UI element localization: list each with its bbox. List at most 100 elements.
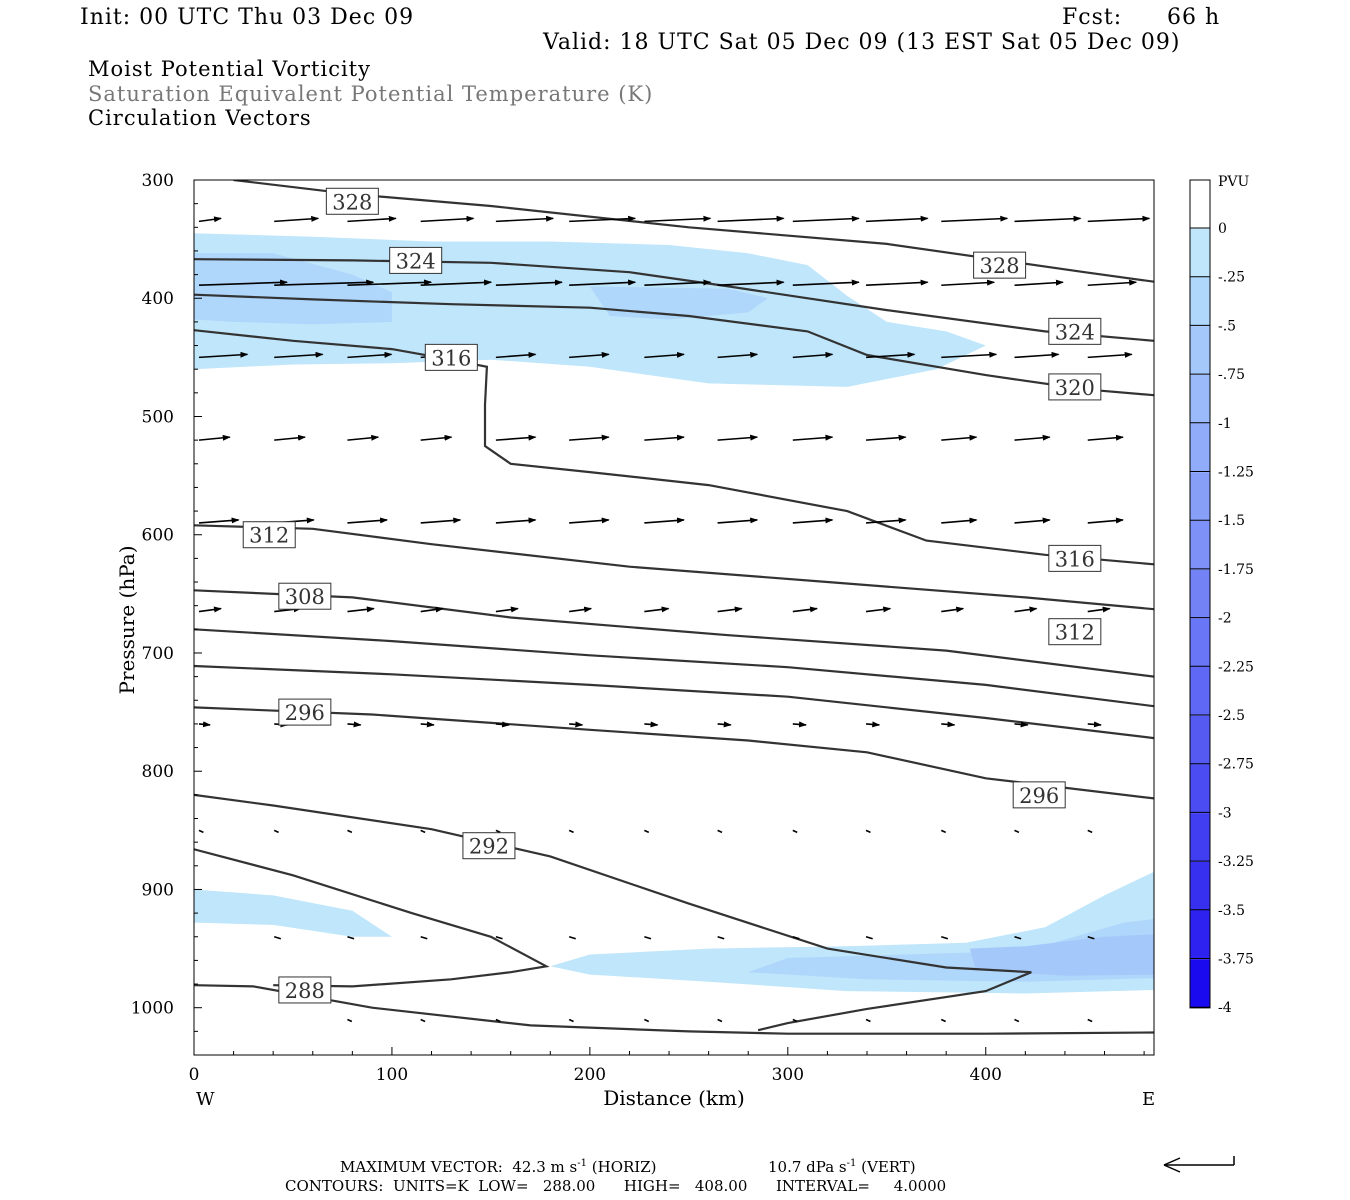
colorbar-label: -1.5 [1218, 513, 1245, 529]
colorbar-segment [1190, 764, 1210, 814]
circulation-vector [717, 434, 759, 441]
colorbar-label: -.75 [1218, 367, 1245, 383]
circulation-vector [792, 606, 819, 613]
contour-label-box [278, 582, 332, 610]
max-vector-horiz: (HORIZ) [591, 1158, 657, 1176]
colorbar-segment [1190, 618, 1210, 667]
circulation-vector [865, 829, 871, 834]
contour-label-box [973, 251, 1027, 279]
circulation-vector [941, 721, 956, 728]
circulation-vector [273, 829, 279, 834]
axis-layer: 0 100 200 300 400 300 400 500 600 700 800 900 1000 [131, 171, 1145, 1085]
circulation-vector [569, 215, 637, 223]
west-label: W [196, 1089, 215, 1110]
contour-line [194, 984, 1154, 1035]
circulation-vector [1087, 606, 1111, 613]
circulation-vector-layer [198, 215, 1151, 1023]
y-tick-label: 700 [142, 644, 174, 664]
circulation-vector [569, 517, 610, 524]
circulation-vector [274, 215, 320, 223]
circulation-vector [347, 351, 393, 359]
contour-line [194, 524, 1154, 611]
contour-label: 328 [973, 251, 1027, 279]
circulation-vector [717, 935, 725, 940]
circulation-vector [569, 351, 610, 359]
colorbar-segment [1190, 569, 1210, 619]
contour-label-box [1048, 373, 1102, 401]
field-title-mpv: Moist Potential Vorticity [88, 57, 371, 81]
circulation-vector [495, 935, 503, 940]
circulation-vector [198, 434, 231, 441]
circulation-vector [568, 829, 574, 834]
circulation-vector [717, 721, 732, 728]
contour-label-text: 316 [431, 346, 471, 370]
circulation-vector [420, 279, 493, 287]
contour-line [194, 293, 1154, 397]
contour-label-text: 312 [1055, 621, 1095, 645]
circulation-vector [792, 517, 834, 524]
circulation-vector [198, 351, 249, 359]
colorbar-segment [1190, 326, 1210, 375]
circulation-vector [198, 216, 222, 223]
circulation-vector [1087, 517, 1124, 524]
colorbar-label: -3.25 [1218, 854, 1254, 870]
circulation-vector [347, 1018, 353, 1023]
contour-label-text: 328 [980, 254, 1020, 278]
circulation-vector [941, 434, 978, 441]
contour-label-text: 292 [469, 835, 509, 859]
contour-label-box [325, 187, 379, 215]
colorbar-label: -1.75 [1218, 562, 1254, 578]
circulation-vector [347, 279, 433, 287]
circulation-vector [717, 606, 743, 613]
circulation-vector [420, 829, 426, 834]
circulation-vector [940, 1018, 946, 1023]
contour-label: 324 [389, 246, 443, 274]
contour-label-text: 296 [1019, 784, 1059, 808]
circulation-vector [717, 279, 785, 287]
y-tick-label: 600 [142, 526, 174, 546]
valid-time: Valid: 18 UTC Sat 05 Dec 09 (13 EST Sat … [543, 30, 1181, 55]
y-tick-label: 800 [142, 762, 174, 782]
contour-label: 316 [424, 343, 478, 371]
circulation-vector [495, 215, 555, 223]
circulation-vector [792, 351, 834, 359]
contour-label: 296 [278, 698, 332, 726]
circulation-vector [644, 279, 712, 287]
circulation-vector [792, 935, 800, 940]
circulation-vector [273, 935, 282, 940]
circulation-vector [1087, 215, 1151, 223]
circulation-vector [865, 721, 881, 728]
colorbar-segment [1190, 667, 1210, 716]
circulation-vector [420, 517, 462, 524]
colorbar-segment [1190, 813, 1210, 862]
circulation-vector [717, 517, 759, 524]
forecast-label: Fcst: [1062, 5, 1123, 30]
max-vector-vert-text: 10.7 dPa s [768, 1158, 847, 1176]
circulation-vector [495, 279, 563, 287]
circulation-vector [644, 1018, 650, 1023]
colorbar-segment [1190, 861, 1210, 911]
contour-label-box [1048, 544, 1102, 572]
circulation-vector [792, 279, 860, 287]
contour-line [194, 848, 550, 988]
circulation-vector [1014, 434, 1051, 441]
circulation-vector [420, 215, 475, 223]
circulation-vector [198, 606, 222, 613]
contour-label-box [278, 976, 332, 1004]
circulation-vector [941, 935, 949, 940]
colorbar-segment [1190, 228, 1210, 278]
circulation-vector [569, 606, 593, 613]
contour-line [194, 793, 1032, 1032]
contour-line [194, 706, 1154, 800]
contour-label-text: 320 [1055, 376, 1095, 400]
circulation-vector [717, 215, 785, 223]
circulation-vector [420, 721, 435, 728]
circulation-vector [569, 434, 610, 441]
circulation-vector [792, 434, 834, 441]
circulation-vector [274, 434, 307, 441]
colorbar-label: -3.75 [1218, 952, 1254, 968]
x-tick-label: 300 [772, 1065, 804, 1085]
circulation-vector [1014, 1018, 1020, 1023]
contour-label: 312 [242, 521, 296, 549]
circulation-vector [568, 1018, 574, 1023]
